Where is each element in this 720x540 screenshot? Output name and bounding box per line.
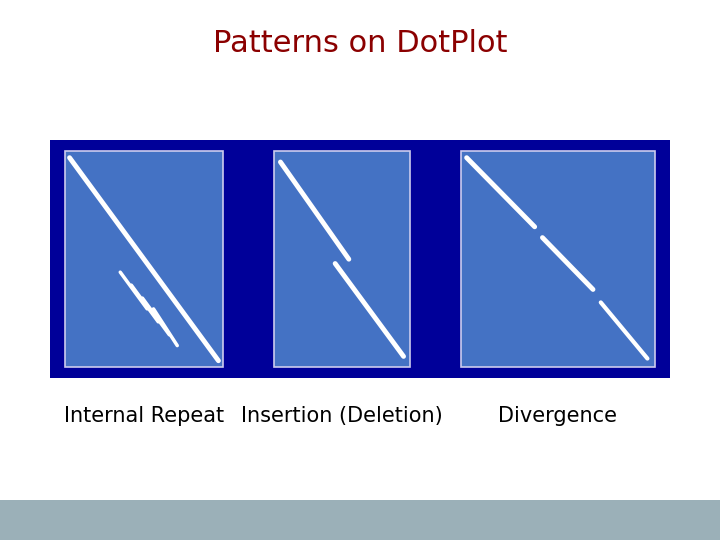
Text: Divergence: Divergence — [498, 406, 618, 426]
Bar — [0, 500, 720, 540]
Text: Patterns on DotPlot: Patterns on DotPlot — [212, 29, 508, 58]
Bar — [274, 151, 410, 367]
Bar — [65, 151, 223, 367]
Bar — [50, 140, 670, 378]
Text: Insertion (Deletion): Insertion (Deletion) — [241, 406, 443, 426]
Bar — [461, 151, 655, 367]
Text: Internal Repeat: Internal Repeat — [64, 406, 224, 426]
